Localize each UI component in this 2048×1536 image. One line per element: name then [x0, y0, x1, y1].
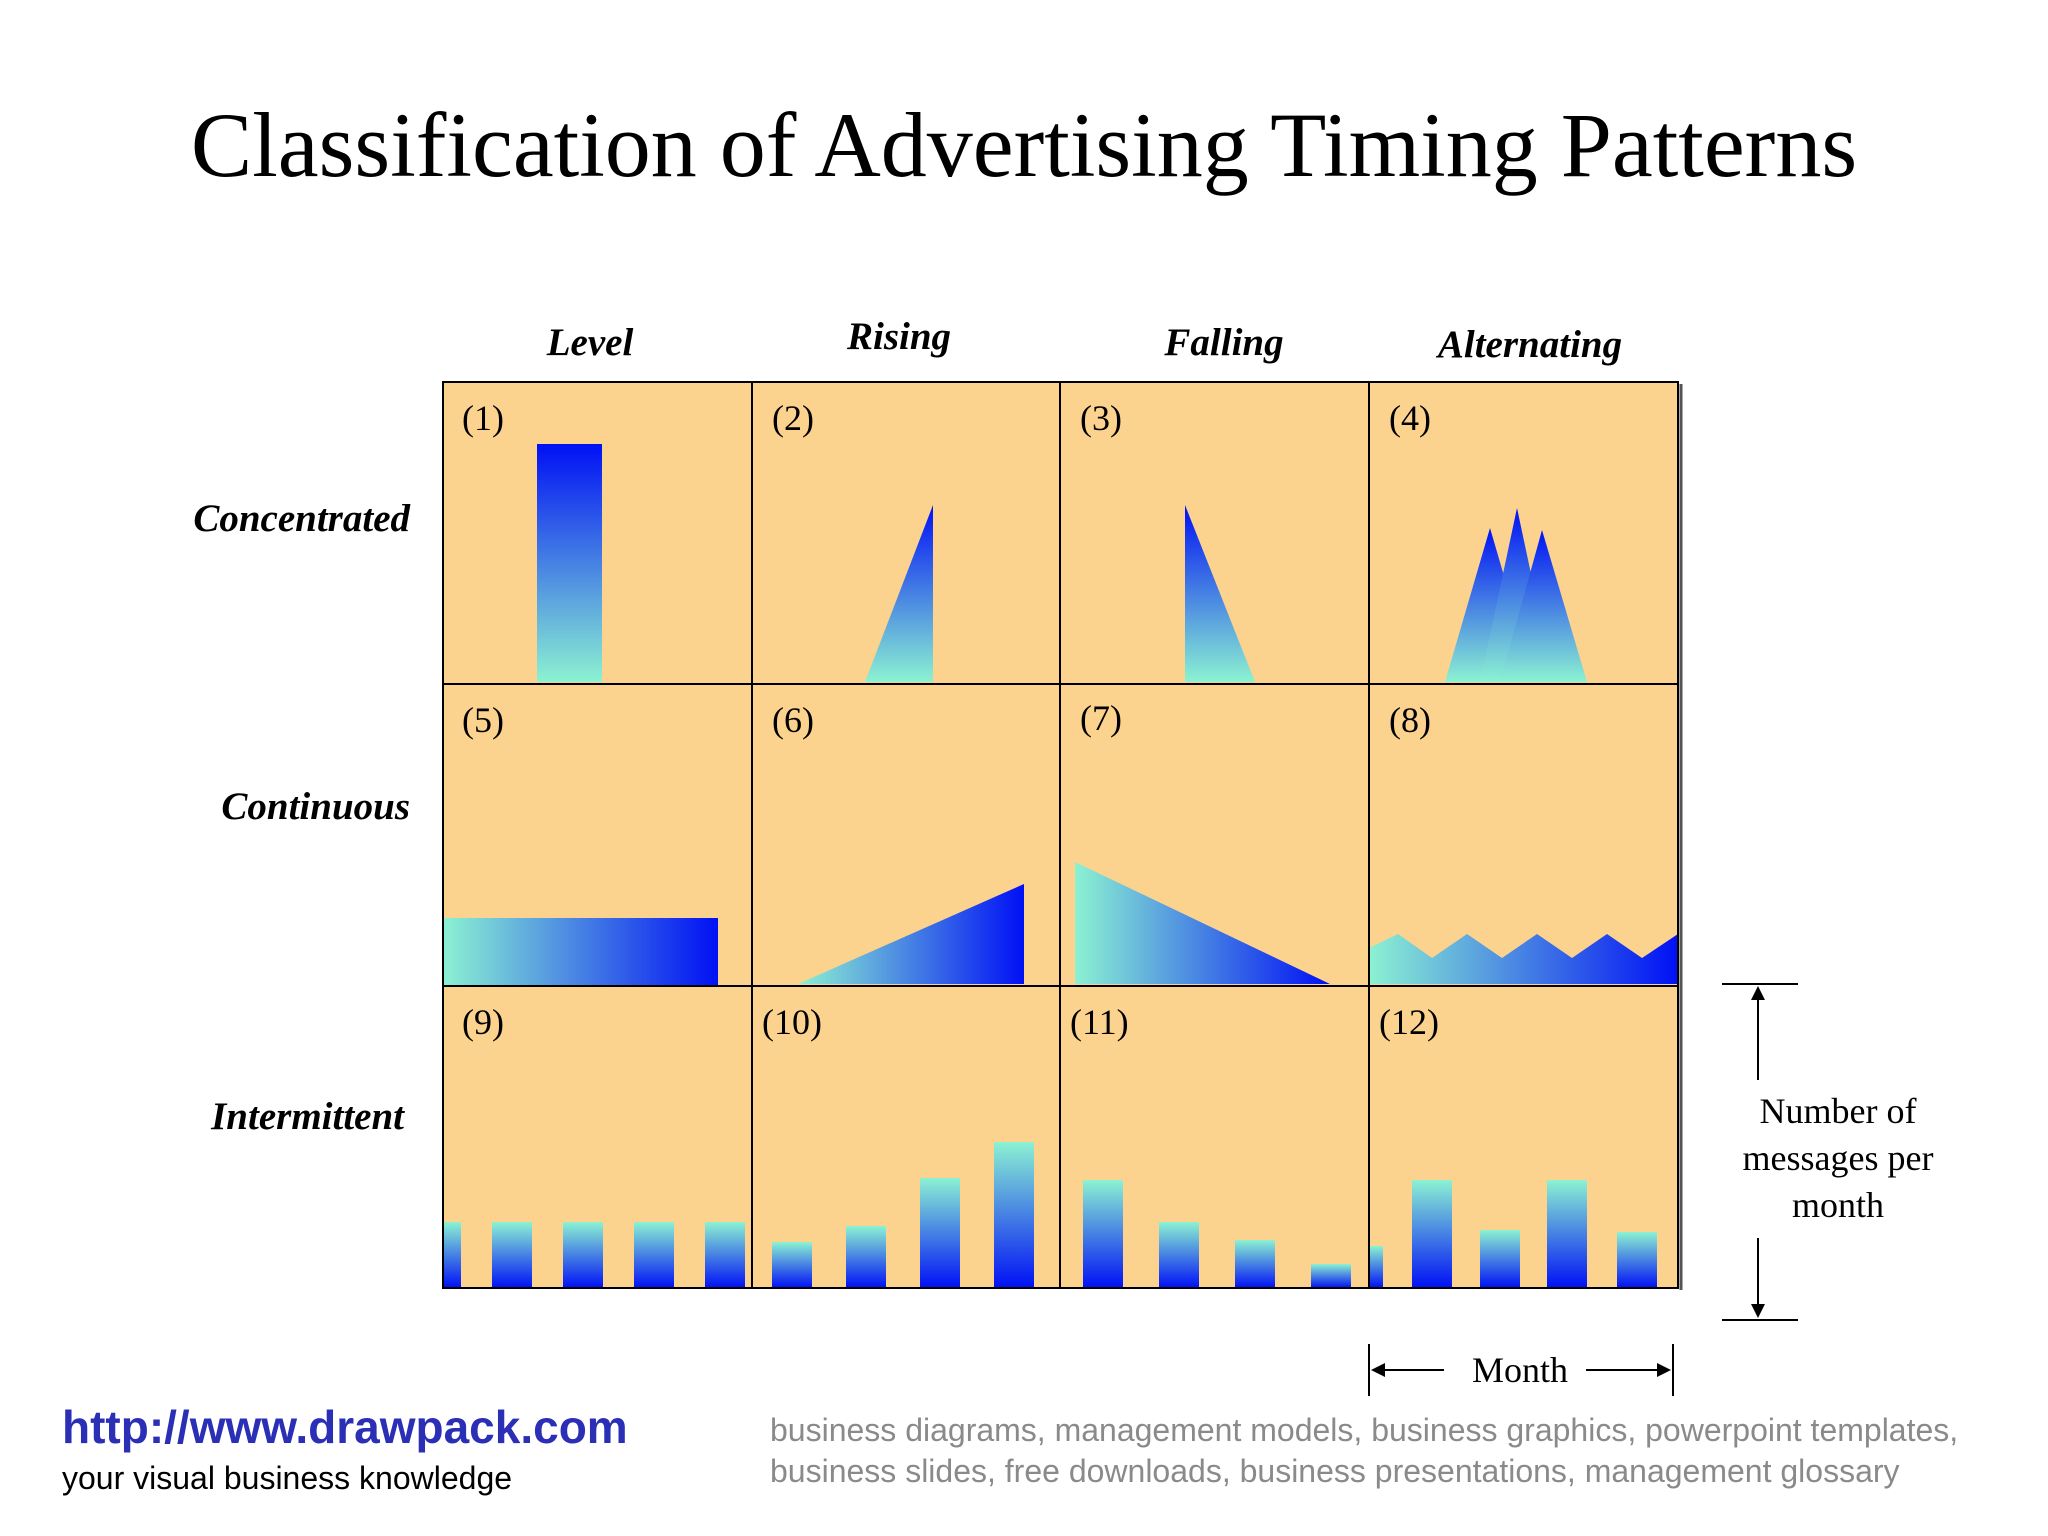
cell-number: (3): [1080, 398, 1122, 438]
row-header-concentrated: Concentrated: [193, 497, 410, 540]
y-axis-indicator: [1722, 983, 1798, 1321]
pattern-continuous-alternating: [1369, 934, 1678, 984]
cell-number: (9): [462, 1002, 504, 1042]
pattern-intermittent-falling: [1083, 1180, 1351, 1288]
footer-tagline: your visual business knowledge: [62, 1460, 513, 1496]
cell-number: (12): [1379, 1002, 1439, 1042]
footer-url-link[interactable]: http://www.drawpack.com: [62, 1401, 628, 1453]
cell-number: (8): [1389, 700, 1431, 740]
x-axis-label: Month: [1471, 1350, 1568, 1390]
cell-number: (6): [772, 700, 814, 740]
pattern-concentrated-level: [537, 444, 602, 682]
grid-lines: [442, 381, 1679, 1289]
y-axis-label-line: month: [1791, 1185, 1884, 1225]
cell-number: (5): [462, 700, 504, 740]
pattern-continuous-level: [443, 918, 718, 986]
column-header-rising: Rising: [846, 315, 952, 358]
cell-number: (2): [772, 398, 814, 438]
cell-number: (11): [1070, 1002, 1129, 1042]
row-header-continuous: Continuous: [221, 785, 410, 828]
x-axis-indicator: [1368, 1344, 1674, 1396]
row-header-intermittent: Intermittent: [211, 1095, 404, 1138]
pattern-intermittent-level: [443, 1222, 745, 1288]
pattern-concentrated-rising: [865, 505, 933, 682]
cell-numbers: (1) (2) (3) (4) (5) (6) (7) (8) (9) (10)…: [462, 398, 1439, 1042]
cell-number: (4): [1389, 398, 1431, 438]
pattern-intermittent-alternating: [1369, 1180, 1657, 1288]
cell-number: (1): [462, 398, 504, 438]
cell-number: (10): [762, 1002, 822, 1042]
y-axis-label-line: messages per: [1742, 1138, 1934, 1178]
page-title: Classification of Advertising Timing Pat…: [190, 94, 1858, 196]
y-axis-label: Number of messages per month: [1700, 1088, 1976, 1229]
column-header-falling: Falling: [1164, 321, 1284, 364]
pattern-intermittent-rising: [772, 1142, 1034, 1288]
column-header-level: Level: [546, 321, 634, 364]
y-axis-label-line: Number of: [1759, 1091, 1917, 1131]
column-header-alternating: Alternating: [1437, 323, 1623, 366]
cell-number: (7): [1080, 698, 1122, 738]
pattern-continuous-falling: [1075, 862, 1330, 984]
pattern-concentrated-alternating: [1445, 508, 1587, 682]
pattern-continuous-rising: [798, 884, 1024, 984]
pattern-concentrated-falling: [1185, 505, 1255, 682]
footer-keywords: business diagrams, management models, bu…: [770, 1412, 1959, 1489]
